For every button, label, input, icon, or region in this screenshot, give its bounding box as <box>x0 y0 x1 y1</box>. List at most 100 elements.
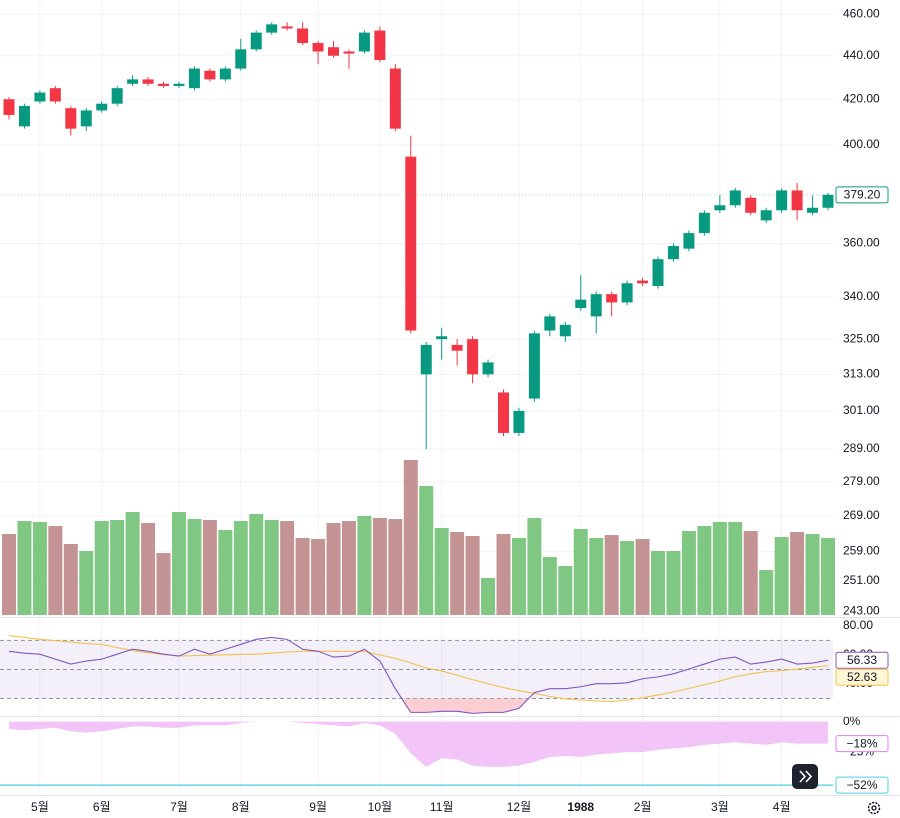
candle-body <box>606 294 618 303</box>
x-tick-label: 1988 <box>567 800 594 814</box>
candle-body <box>328 47 340 56</box>
value-tag-bg <box>835 776 889 794</box>
candle-body <box>497 392 509 433</box>
gear-inner <box>871 805 877 811</box>
volume-bar <box>388 519 403 615</box>
candle-body <box>250 32 262 50</box>
candle-body <box>204 70 216 80</box>
volume-bar <box>790 532 805 615</box>
y-tick-label: 340.00 <box>843 289 880 303</box>
x-tick-label: 3월 <box>711 800 729 814</box>
value-tag-bg <box>835 668 889 686</box>
x-tick-label: 6월 <box>93 800 111 814</box>
y-tick-label: 301.00 <box>843 403 880 417</box>
value-tag: −18% <box>846 736 877 750</box>
candle-body <box>822 194 834 208</box>
y-tick-label: 243.00 <box>843 603 880 617</box>
value-tag: 56.33 <box>847 653 877 667</box>
volume-bar <box>712 522 727 615</box>
y-tick-label: 80.00 <box>843 618 873 632</box>
volume-bar <box>434 528 449 615</box>
candle-body <box>420 344 432 375</box>
y-tick-label: 360.00 <box>843 236 880 250</box>
volume-bar <box>79 551 94 615</box>
volume-bar <box>17 521 32 615</box>
indicator-line <box>8 635 829 703</box>
volume-bar <box>311 539 326 615</box>
candle-body <box>80 110 92 127</box>
value-tag-bg <box>835 735 889 753</box>
settings-button[interactable] <box>867 801 881 815</box>
candle-body <box>745 197 757 213</box>
candle-body <box>528 333 540 399</box>
candle-body <box>96 103 108 111</box>
candle-body <box>559 324 571 337</box>
volume-bar <box>48 526 63 615</box>
x-tick-label: 10월 <box>368 800 392 814</box>
volume-bar <box>341 521 356 615</box>
volume-bar <box>2 534 16 615</box>
x-tick-label: 5월 <box>31 800 49 814</box>
y-tick-label: 269.00 <box>843 508 880 522</box>
volume-bar <box>249 514 264 615</box>
candle-body <box>34 92 46 102</box>
value-tag-bg <box>835 186 889 204</box>
volume-bar <box>558 566 573 615</box>
volume-bar <box>171 512 186 615</box>
y-tick-label: 313.00 <box>843 366 880 380</box>
value-tag: −52% <box>846 778 877 792</box>
value-tag-bg <box>835 651 889 669</box>
candle-body <box>714 205 726 211</box>
candle-body <box>312 43 324 52</box>
candle-body <box>374 30 386 60</box>
candle-body <box>652 259 664 286</box>
y-tick-label: 0% <box>843 714 861 728</box>
y-tick-label: 460.00 <box>843 6 880 20</box>
volume-bar <box>651 551 666 615</box>
candle-body <box>482 362 494 375</box>
y-tick-label: 400.00 <box>843 137 880 151</box>
candle-body <box>18 105 30 127</box>
volume-bar <box>635 539 650 615</box>
y-tick-label: 440.00 <box>843 48 880 62</box>
volume-bar <box>218 530 233 615</box>
volume-bar <box>156 553 171 615</box>
volume-bar <box>295 538 310 615</box>
candle-body <box>405 156 417 331</box>
candle-body <box>467 339 479 375</box>
volume-bar <box>620 541 635 615</box>
indicator-line <box>8 636 829 714</box>
volume-bar <box>589 538 604 615</box>
volume-bar <box>821 538 835 615</box>
scroll-button-icon <box>799 770 813 783</box>
volume-bar <box>264 520 279 615</box>
volume-bar <box>187 519 202 615</box>
volume-bar <box>419 486 434 615</box>
volume-bar <box>728 522 743 615</box>
candle-body <box>776 190 788 211</box>
volume-bar <box>743 531 758 615</box>
candle-body <box>358 32 370 52</box>
volume-bar <box>465 536 480 615</box>
scroll-button[interactable] <box>792 764 818 789</box>
candle-body <box>791 190 803 211</box>
candle-body <box>158 83 170 86</box>
volume-bar <box>280 521 295 615</box>
gear-outer[interactable] <box>867 801 881 815</box>
candle-body <box>127 79 139 84</box>
candle-body <box>343 51 355 54</box>
candle-body <box>513 410 525 433</box>
volume-bar <box>681 531 696 615</box>
candle-body <box>544 316 556 331</box>
x-tick-label: 8월 <box>232 800 250 814</box>
y-tick-label: 251.00 <box>843 573 880 587</box>
candle-body <box>698 212 710 234</box>
candle-body <box>188 68 200 89</box>
drawdown-area <box>9 721 828 767</box>
candle-body <box>575 299 587 308</box>
volume-bar <box>233 521 248 615</box>
candle-body <box>235 49 247 69</box>
candle-body <box>297 28 309 44</box>
